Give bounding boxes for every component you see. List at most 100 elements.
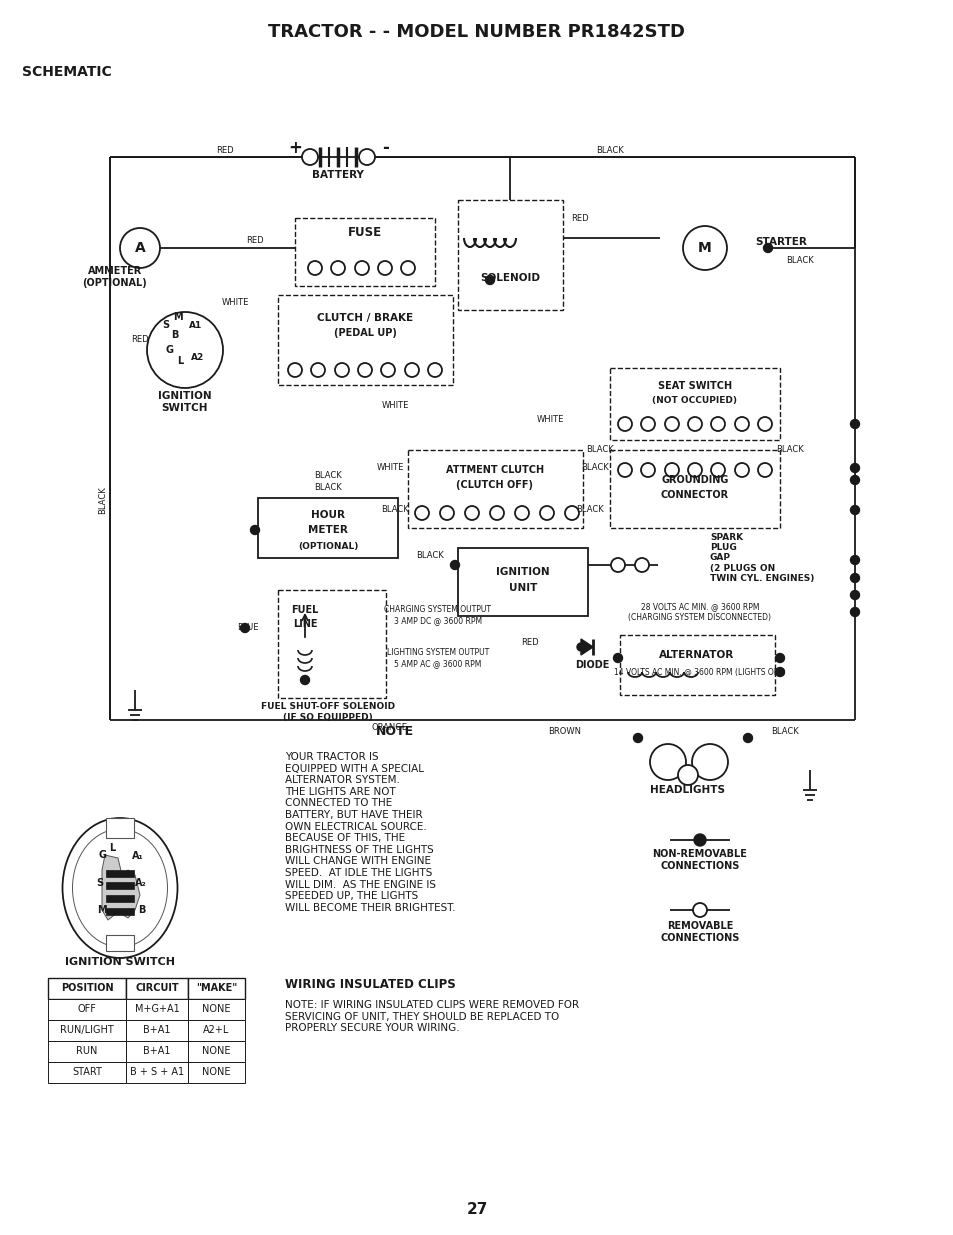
Circle shape [613,653,622,662]
Text: S: S [162,320,170,330]
Text: STARTER: STARTER [754,237,806,247]
Bar [106,935,133,951]
Text: HEADLIGHTS: HEADLIGHTS [650,785,724,795]
Text: M: M [173,312,183,322]
Circle shape [682,226,726,270]
Circle shape [850,420,859,429]
Circle shape [687,417,701,431]
Circle shape [850,505,859,515]
Circle shape [120,228,160,268]
Bar [457,200,562,310]
Circle shape [693,834,705,846]
Text: IGNITION
SWITCH: IGNITION SWITCH [158,391,212,412]
Circle shape [147,312,223,388]
Bar [188,1041,245,1062]
Circle shape [355,261,369,275]
Bar [126,1041,188,1062]
Text: B+A1: B+A1 [143,1025,171,1035]
Circle shape [850,590,859,599]
Text: WHITE: WHITE [536,415,563,425]
Text: B + S + A1: B + S + A1 [130,1067,184,1077]
Circle shape [758,463,771,477]
Ellipse shape [63,818,177,958]
Bar [48,1062,126,1083]
Circle shape [618,463,631,477]
Text: A₁: A₁ [132,851,144,861]
Bar [609,368,780,440]
Circle shape [311,363,325,377]
Text: M+G+A1: M+G+A1 [134,1004,179,1014]
Circle shape [618,417,631,431]
Text: 27: 27 [466,1203,487,1218]
Bar [277,590,386,698]
Text: WIRING INSULATED CLIPS: WIRING INSULATED CLIPS [285,978,456,990]
Circle shape [850,463,859,473]
Circle shape [415,506,429,520]
Text: AMMETER
(OPTIONAL): AMMETER (OPTIONAL) [83,267,147,288]
Circle shape [762,243,772,252]
Text: M: M [698,241,711,254]
Text: -: - [382,140,389,157]
Circle shape [439,506,454,520]
Polygon shape [580,638,593,655]
Text: FUSE: FUSE [348,226,381,238]
Circle shape [464,506,478,520]
Text: CHARGING SYSTEM OUTPUT
3 AMP DC @ 3600 RPM: CHARGING SYSTEM OUTPUT 3 AMP DC @ 3600 R… [384,605,491,625]
Circle shape [577,643,584,651]
Circle shape [515,506,529,520]
Text: +: + [288,140,301,157]
Circle shape [633,734,641,742]
Text: BLACK: BLACK [381,505,409,515]
Text: A1: A1 [190,321,202,330]
Bar [106,882,133,889]
Circle shape [400,261,415,275]
Bar [257,498,397,558]
Text: "MAKE": "MAKE" [195,983,237,993]
Circle shape [691,743,727,781]
Text: LINE: LINE [293,619,317,629]
Circle shape [734,417,748,431]
Text: M: M [97,905,107,915]
Text: SOLENOID: SOLENOID [479,273,539,283]
Circle shape [664,417,679,431]
Text: A2+L: A2+L [203,1025,230,1035]
Text: ALTERNATOR: ALTERNATOR [659,650,734,659]
Text: G: G [99,850,107,860]
Text: YOUR TRACTOR IS
EQUIPPED WITH A SPECIAL
ALTERNATOR SYSTEM.
THE LIGHTS ARE NOT
CO: YOUR TRACTOR IS EQUIPPED WITH A SPECIAL … [285,752,456,913]
Circle shape [758,417,771,431]
Circle shape [775,653,783,662]
Text: FUEL: FUEL [291,605,318,615]
Text: CLUTCH / BRAKE: CLUTCH / BRAKE [316,312,413,324]
Text: START: START [72,1067,102,1077]
Text: (CLUTCH OFF): (CLUTCH OFF) [456,480,533,490]
Text: REMOVABLE
CONNECTIONS: REMOVABLE CONNECTIONS [659,921,739,942]
Circle shape [850,573,859,583]
Circle shape [635,558,648,572]
Text: BLACK: BLACK [770,727,798,736]
Bar [126,1020,188,1041]
Text: WHITE: WHITE [381,401,408,410]
Circle shape [490,506,503,520]
Bar [126,999,188,1020]
Circle shape [240,624,250,632]
Circle shape [539,506,554,520]
Text: BATTERY: BATTERY [312,170,363,180]
Bar [294,219,435,287]
Text: BLACK: BLACK [785,256,813,264]
Bar [48,978,126,999]
Bar [48,1041,126,1062]
Text: NONE: NONE [202,1067,231,1077]
Text: A₂: A₂ [135,878,147,888]
Text: FUEL SHUT-OFF SOLENOID
(IF SO EQUIPPED): FUEL SHUT-OFF SOLENOID (IF SO EQUIPPED) [261,703,395,721]
Circle shape [308,261,322,275]
Text: IGNITION SWITCH: IGNITION SWITCH [65,957,174,967]
Text: OFF: OFF [77,1004,96,1014]
Text: L: L [109,844,115,853]
Text: NON-REMOVABLE
CONNECTIONS: NON-REMOVABLE CONNECTIONS [652,850,746,871]
Bar [48,1020,126,1041]
Circle shape [405,363,418,377]
Circle shape [288,363,302,377]
Circle shape [850,608,859,616]
Circle shape [678,764,698,785]
Circle shape [649,743,685,781]
